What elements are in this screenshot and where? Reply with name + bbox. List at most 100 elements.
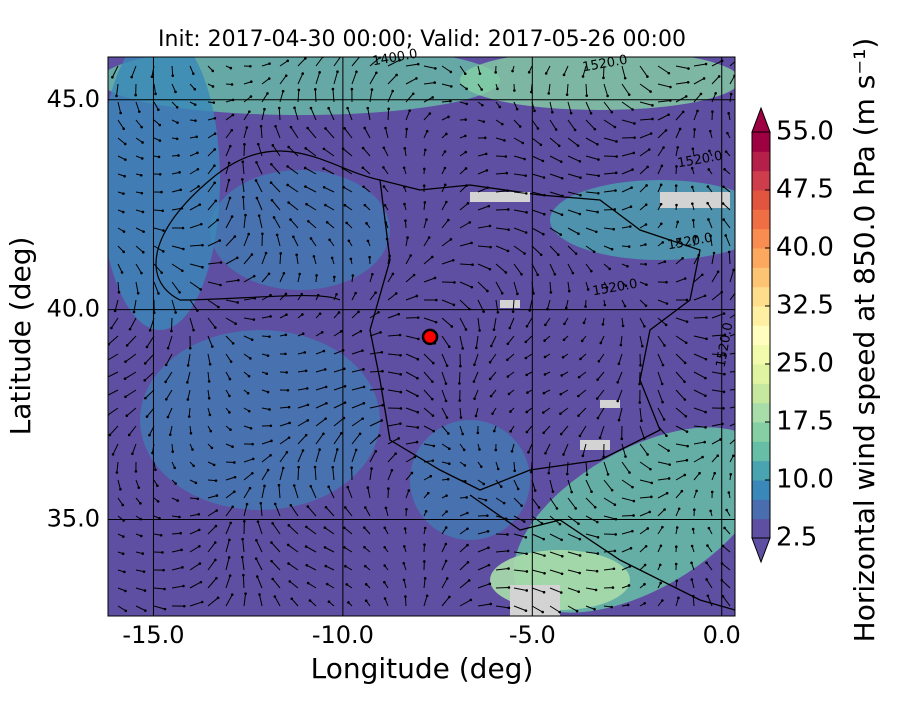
colorbar-extend-high: [752, 108, 770, 132]
wind-arrow-head: [268, 77, 271, 80]
wind-arrow-head: [156, 484, 159, 487]
wind-arrow-head: [560, 160, 563, 163]
wind-arrow-head: [429, 475, 432, 478]
wind-arrow-head: [425, 218, 428, 221]
wind-arrow-head: [491, 412, 494, 415]
wind-arrow-head: [464, 118, 467, 121]
wind-arrow-head: [215, 479, 218, 482]
wind-arrow-head: [286, 451, 289, 454]
wind-arrow-head: [328, 238, 331, 241]
wind-arrow: [622, 515, 634, 516]
wind-arrow-head: [176, 499, 179, 502]
wind-arrow-head: [704, 426, 707, 429]
wind-arrow-head: [713, 472, 716, 475]
wind-arrow-head: [151, 75, 154, 78]
wind-arrow-head: [315, 274, 318, 277]
wind-arrow-head: [131, 452, 134, 455]
wind-arrow-head: [614, 533, 617, 536]
wind-arrow-head: [302, 449, 305, 452]
wind-arrow-head: [596, 378, 599, 381]
wind-arrow-head: [487, 546, 490, 549]
wind-arrow-head: [384, 127, 387, 130]
wind-arrow-head: [162, 229, 165, 232]
wind-arrow-head: [209, 363, 212, 366]
wind-arrow-head: [271, 199, 274, 202]
wind-arrow-head: [628, 93, 631, 96]
wind-arrow-head: [148, 434, 151, 437]
wind-arrow-head: [192, 72, 195, 75]
y-axis-label: Latitude (deg): [4, 237, 37, 436]
wind-arrow-head: [645, 283, 648, 286]
wind-arrow-head: [158, 124, 161, 127]
wind-arrow-head: [404, 147, 407, 150]
wind-arrow-head: [525, 411, 528, 414]
wind-arrow-head: [666, 492, 669, 495]
wind-arrow-head: [596, 211, 599, 214]
wind-arrow-head: [486, 290, 489, 293]
wind-arrow-head: [525, 589, 528, 592]
wind-arrow-head: [638, 401, 641, 404]
wind-arrow-head: [500, 485, 503, 488]
wind-arrow-head: [650, 132, 653, 135]
wind-arrow-head: [366, 107, 369, 110]
wind-arrow: [388, 109, 389, 120]
wind-arrow-head: [251, 338, 254, 341]
wind-arrow-head: [169, 433, 172, 436]
wind-arrow-head: [582, 75, 585, 78]
wind-arrow-head: [490, 345, 493, 348]
wind-arrow-head: [473, 397, 476, 400]
wind-arrow-head: [215, 577, 218, 580]
wind-arrow-head: [687, 67, 690, 70]
wind-arrow-head: [661, 401, 664, 404]
wind-arrow-head: [135, 470, 138, 473]
wind-arrow-head: [250, 427, 253, 430]
wind-arrow: [298, 467, 299, 480]
wind-arrow-head: [236, 301, 239, 304]
wind-arrow-head: [630, 547, 633, 550]
colorbar-band: [752, 287, 770, 307]
wind-arrow-head: [429, 112, 432, 115]
wind-arrow-head: [566, 473, 569, 476]
wind-arrow-head: [606, 95, 609, 98]
wind-arrow-head: [409, 254, 412, 257]
wind-arrow-head: [423, 560, 426, 563]
wind-arrow-head: [461, 433, 464, 436]
wind-arrow-head: [228, 411, 231, 414]
wind-arrow-head: [228, 179, 231, 182]
wind-arrow-head: [448, 462, 451, 465]
wind-arrow-head: [662, 146, 665, 149]
colorbar-tick-label: 25.0: [776, 349, 834, 379]
wind-arrow-head: [267, 469, 270, 472]
wind-arrow-head: [665, 129, 668, 132]
wind-arrow-head: [303, 351, 306, 354]
wind-arrow-head: [133, 311, 136, 314]
wind-arrow-head: [228, 395, 231, 398]
wind-arrow-head: [344, 401, 347, 404]
wind-arrow-head: [122, 192, 125, 195]
wind-arrow-head: [489, 603, 492, 606]
wind-arrow-head: [452, 259, 455, 262]
wind-arrow-head: [142, 230, 145, 233]
wind-arrow-head: [201, 601, 204, 604]
wind-arrow-head: [711, 491, 714, 494]
wind-arrow-head: [554, 273, 557, 276]
wind-arrow-head: [560, 374, 563, 377]
colorbar-band: [752, 306, 770, 326]
wind-arrow-head: [212, 85, 215, 88]
wind-arrow-head: [304, 167, 307, 170]
wind-arrow-head: [464, 135, 467, 138]
location-marker: [423, 330, 437, 344]
wind-arrow-head: [324, 417, 327, 420]
wind-arrow-head: [661, 526, 664, 529]
wind-arrow-head: [705, 358, 708, 361]
wind-arrow-head: [364, 506, 367, 509]
wind-arrow-head: [170, 330, 173, 333]
colorbar-label: Horizontal wind speed at 850.0 hPa (m s⁻…: [848, 38, 881, 643]
wind-arrow-head: [416, 395, 419, 398]
wind-arrow-head: [417, 316, 420, 319]
wind-arrow-head: [664, 260, 667, 263]
wind-arrow-head: [577, 232, 580, 235]
wind-arrow-head: [577, 395, 580, 398]
wind-arrow-head: [404, 595, 407, 598]
wind-arrow-head: [123, 175, 126, 178]
